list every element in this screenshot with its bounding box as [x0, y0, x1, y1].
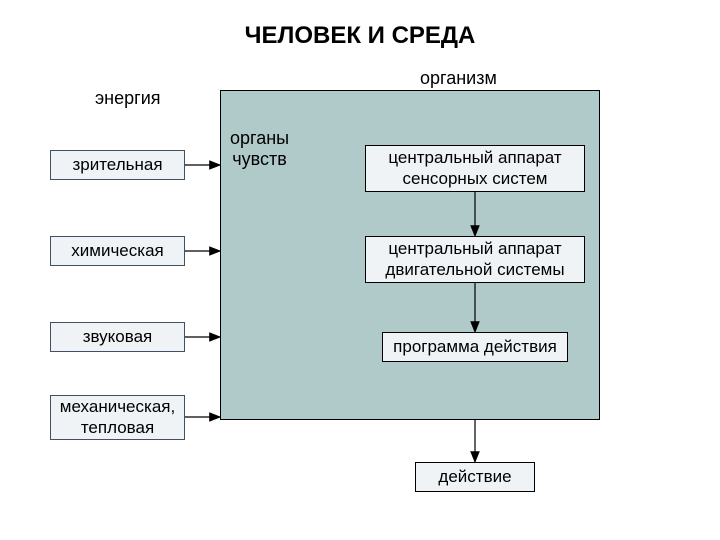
box-sound: звуковая [50, 322, 185, 352]
box-chemical: химическая [50, 236, 185, 266]
box-sensory-apparatus: центральный аппарат сенсорных систем [365, 145, 585, 192]
box-motor-apparatus: центральный аппарат двигательной системы [365, 236, 585, 283]
diagram-title: ЧЕЛОВЕК И СРЕДА [0, 22, 720, 50]
box-action-program: программа действия [382, 332, 568, 362]
organism-label: организм [420, 68, 497, 89]
energy-label: энергия [95, 88, 161, 109]
sense-organs-label: органы чувств [230, 128, 289, 170]
box-mechanical-thermal: механическая, тепловая [50, 395, 185, 440]
box-visual: зрительная [50, 150, 185, 180]
box-action: действие [415, 462, 535, 492]
diagram-canvas: ЧЕЛОВЕК И СРЕДА энергия организм органы … [0, 0, 720, 540]
